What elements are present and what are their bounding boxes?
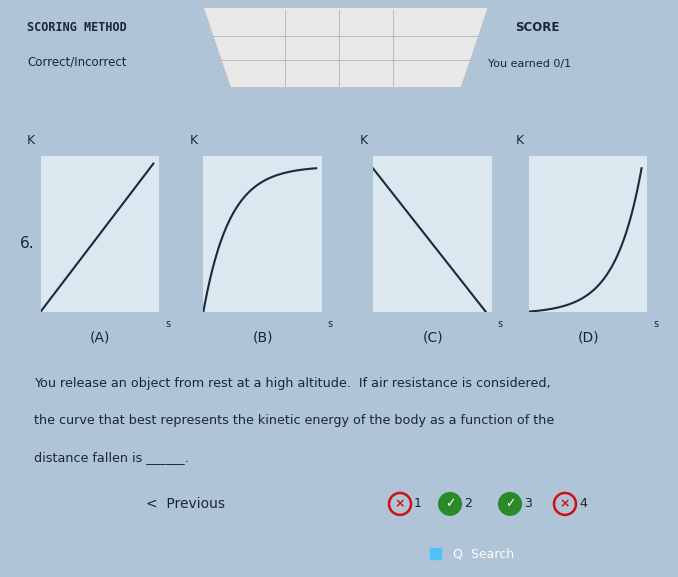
Text: (B): (B) xyxy=(253,331,273,344)
Text: Q  Search: Q Search xyxy=(453,548,514,560)
Text: ×: × xyxy=(395,497,405,511)
Text: ×: × xyxy=(560,497,570,511)
Text: 4: 4 xyxy=(579,497,587,511)
Text: (D): (D) xyxy=(578,331,599,344)
Text: Correct/Incorrect: Correct/Incorrect xyxy=(27,55,127,68)
Text: 1: 1 xyxy=(414,497,422,511)
Text: K: K xyxy=(190,134,198,147)
Text: the curve that best represents the kinetic energy of the body as a function of t: the curve that best represents the kinet… xyxy=(34,414,554,427)
Text: You release an object from rest at a high altitude.  If air resistance is consid: You release an object from rest at a hig… xyxy=(34,377,551,390)
Text: SCORING METHOD: SCORING METHOD xyxy=(27,21,127,34)
Circle shape xyxy=(439,493,461,515)
Text: s: s xyxy=(497,319,502,329)
Bar xyxy=(436,548,441,553)
Text: You earned 0/1: You earned 0/1 xyxy=(488,59,572,69)
Bar xyxy=(436,554,441,559)
Text: K: K xyxy=(515,134,523,147)
Text: distance fallen is ______.: distance fallen is ______. xyxy=(34,451,188,464)
Text: 6.: 6. xyxy=(20,236,35,251)
Text: <  Previous: < Previous xyxy=(146,497,224,511)
Text: (A): (A) xyxy=(90,331,111,344)
Text: s: s xyxy=(653,319,658,329)
Circle shape xyxy=(499,493,521,515)
Text: ✓: ✓ xyxy=(504,497,515,511)
Bar xyxy=(430,554,435,559)
Text: (C): (C) xyxy=(422,331,443,344)
Polygon shape xyxy=(203,8,488,88)
Text: s: s xyxy=(327,319,333,329)
Bar xyxy=(430,548,435,553)
Text: K: K xyxy=(27,134,35,147)
Text: s: s xyxy=(165,319,170,329)
Text: 3: 3 xyxy=(524,497,532,511)
Text: SCORE: SCORE xyxy=(515,21,559,34)
Text: K: K xyxy=(359,134,367,147)
Text: 2: 2 xyxy=(464,497,472,511)
Text: ✓: ✓ xyxy=(445,497,455,511)
